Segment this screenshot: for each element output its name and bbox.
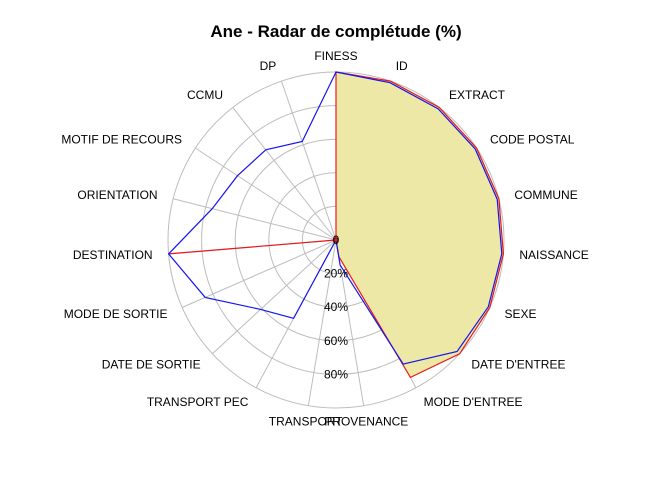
grid-spoke [232, 107, 337, 241]
series-2-polygon [167, 71, 503, 365]
category-label: MODE DE SORTIE [64, 307, 168, 321]
grid-spoke [280, 80, 337, 241]
radial-tick-label: 20% [324, 267, 348, 281]
category-label: MOTIF DE RECOURS [61, 132, 182, 146]
category-label: SEXE [505, 307, 537, 321]
category-label: FINESS [314, 49, 357, 63]
radar-series [167, 71, 505, 379]
category-label: COMMUNE [514, 188, 577, 202]
radial-tick-label: 40% [324, 300, 348, 314]
grid-spoke [307, 239, 337, 406]
category-label: CCMU [187, 88, 223, 102]
radial-tick-label: 0 [333, 233, 340, 247]
category-label: TRANSPORT PEC [147, 395, 249, 409]
category-label: EXTRACT [449, 88, 506, 102]
grid-spoke [212, 239, 337, 355]
category-label: ORIENTATION [77, 188, 157, 202]
category-label: TRANSPORT [269, 415, 343, 429]
grid-spoke [195, 147, 337, 241]
category-label: NAISSANCE [519, 248, 588, 262]
category-label: PROVENANCE [324, 415, 408, 429]
series-1-polygon [168, 71, 505, 379]
grid-spoke [173, 198, 337, 241]
category-label: DP [260, 59, 277, 73]
chart-title: Ane - Radar de complétude (%) [210, 22, 461, 41]
category-label: DATE DE SORTIE [102, 358, 201, 372]
radial-tick-label: 80% [324, 367, 348, 381]
radial-tick-label: 60% [324, 334, 348, 348]
category-label: DESTINATION [73, 248, 153, 262]
category-label: DATE D'ENTREE [471, 358, 565, 372]
center-point [333, 237, 339, 243]
category-label: ID [396, 59, 408, 73]
grid-spoke [181, 239, 337, 308]
grid-spoke [335, 239, 365, 406]
category-label: MODE D'ENTREE [424, 395, 523, 409]
radial-tick-labels: 0 20% 40% 60% 80% [324, 233, 348, 381]
category-label: CODE POSTAL [490, 132, 575, 146]
category-labels: FINESS ID EXTRACT CODE POSTAL COMMUNE NAISSAN… [61, 49, 588, 429]
